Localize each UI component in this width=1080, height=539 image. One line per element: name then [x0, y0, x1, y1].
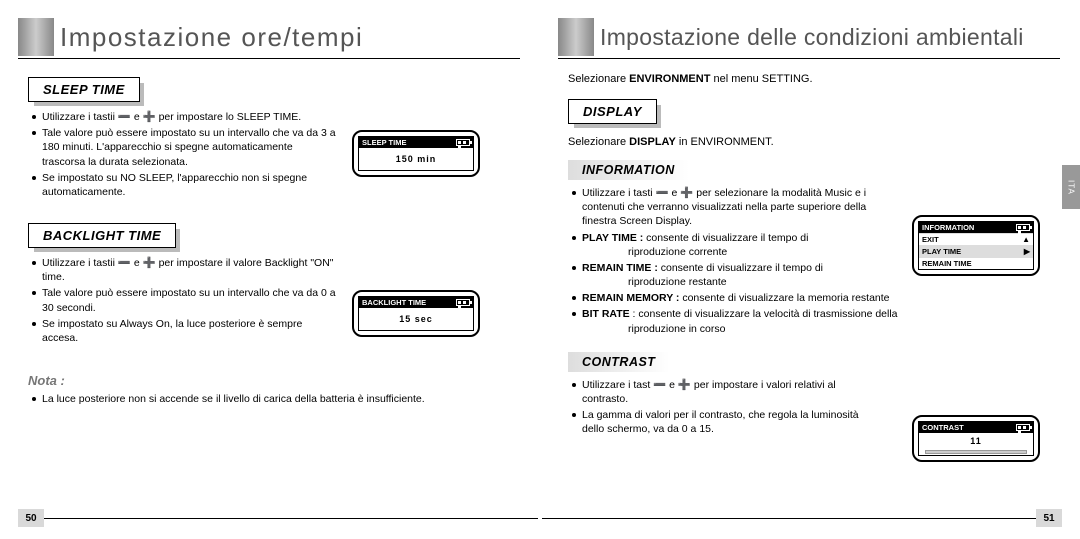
bullet: REMAIN TIME : consente di visualizzare i… — [572, 261, 892, 275]
contrast-lcd: CONTRAST 11 — [912, 415, 1040, 462]
contrast-list: Utilizzare i tast ➖ e ➕ per impostare i … — [572, 378, 872, 437]
backlight-time-header: BACKLIGHT TIME — [28, 223, 176, 248]
battery-icon — [1016, 224, 1030, 231]
footer-rule — [542, 518, 1062, 519]
nota-label: Nota : — [28, 373, 512, 388]
information-list: Utilizzare i tasti ➖ e ➕ per selezionare… — [572, 186, 892, 245]
lcd-row: EXIT▲ — [919, 233, 1033, 245]
page-50: Impostazione ore/tempi SLEEP TIME Utiliz… — [0, 0, 540, 539]
sleep-time-lcd: SLEEP TIME 150 min — [352, 130, 480, 177]
display-header: DISPLAY — [568, 99, 657, 124]
sub-line: riproduzione in corso — [568, 322, 1052, 336]
footer-rule — [18, 518, 538, 519]
page-number: 50 — [18, 509, 44, 527]
language-tab: ITA — [1062, 165, 1080, 209]
backlight-lcd: BACKLIGHT TIME 15 sec — [352, 290, 480, 337]
lcd-title: CONTRAST — [922, 423, 964, 432]
page-51: Impostazione delle condizioni ambientali… — [540, 0, 1080, 539]
contrast-bar — [925, 450, 1027, 454]
information-lcd: INFORMATION EXIT▲ PLAY TIME▶ REMAIN TIME — [912, 215, 1040, 276]
display-line: Selezionare DISPLAY in ENVIRONMENT. — [568, 136, 1052, 148]
bullet: Se impostato su Always On, la luce poste… — [32, 317, 337, 345]
lcd-row: REMAIN TIME — [919, 257, 1033, 269]
lcd-value: 150 min — [359, 148, 473, 170]
bullet: Tale valore può essere impostato su un i… — [32, 286, 337, 314]
bullet: Utilizzare i tast ➖ e ➕ per impostare i … — [572, 378, 872, 406]
lcd-title: SLEEP TIME — [362, 138, 406, 147]
battery-icon — [456, 139, 470, 146]
intro-line: Selezionare ENVIRONMENT nel menu SETTING… — [568, 73, 1052, 85]
bullet: BIT RATE : consente di visualizzare la v… — [572, 307, 1052, 321]
lcd-row-selected: PLAY TIME▶ — [919, 245, 1033, 257]
battery-icon — [456, 299, 470, 306]
bullet: Utilizzare i tasti ➖ e ➕ per selezionare… — [572, 186, 892, 229]
backlight-time-list: Utilizzare i tastii ➖ e ➕ per impostare … — [32, 256, 337, 345]
nota-list: La luce posteriore non si accende se il … — [32, 392, 512, 406]
bullet: Utilizzare i tastii ➖ e ➕ per impostare … — [32, 256, 337, 284]
bullet: Se impostato su NO SLEEP, l'apparecchio … — [32, 171, 337, 199]
lcd-title: INFORMATION — [922, 223, 974, 232]
contrast-header: CONTRAST — [568, 352, 669, 372]
lcd-value: 11 — [919, 433, 1033, 447]
page-title: Impostazione ore/tempi — [60, 22, 363, 53]
header-ornament — [558, 18, 594, 56]
sleep-time-list: Utilizzare i tastii ➖ e ➕ per impostare … — [32, 110, 337, 199]
bullet: PLAY TIME : consente di visualizzare il … — [572, 231, 892, 245]
lcd-value: 15 sec — [359, 308, 473, 330]
page-number: 51 — [1036, 509, 1062, 527]
header-bar: Impostazione ore/tempi — [0, 18, 540, 56]
bullet: La luce posteriore non si accende se il … — [32, 392, 512, 406]
information-header: INFORMATION — [568, 160, 689, 180]
sleep-time-header: SLEEP TIME — [28, 77, 140, 102]
header-bar: Impostazione delle condizioni ambientali — [540, 18, 1080, 56]
bullet: Tale valore può essere impostato su un i… — [32, 126, 337, 169]
header-ornament — [18, 18, 54, 56]
battery-icon — [1016, 424, 1030, 431]
bullet: La gamma di valori per il contrasto, che… — [572, 408, 872, 436]
lcd-title: BACKLIGHT TIME — [362, 298, 426, 307]
bullet: REMAIN MEMORY : consente di visualizzare… — [572, 291, 1052, 305]
bullet: Utilizzare i tastii ➖ e ➕ per impostare … — [32, 110, 337, 124]
page-title: Impostazione delle condizioni ambientali — [600, 24, 1024, 51]
sub-line: riproduzione restante — [568, 275, 1052, 289]
